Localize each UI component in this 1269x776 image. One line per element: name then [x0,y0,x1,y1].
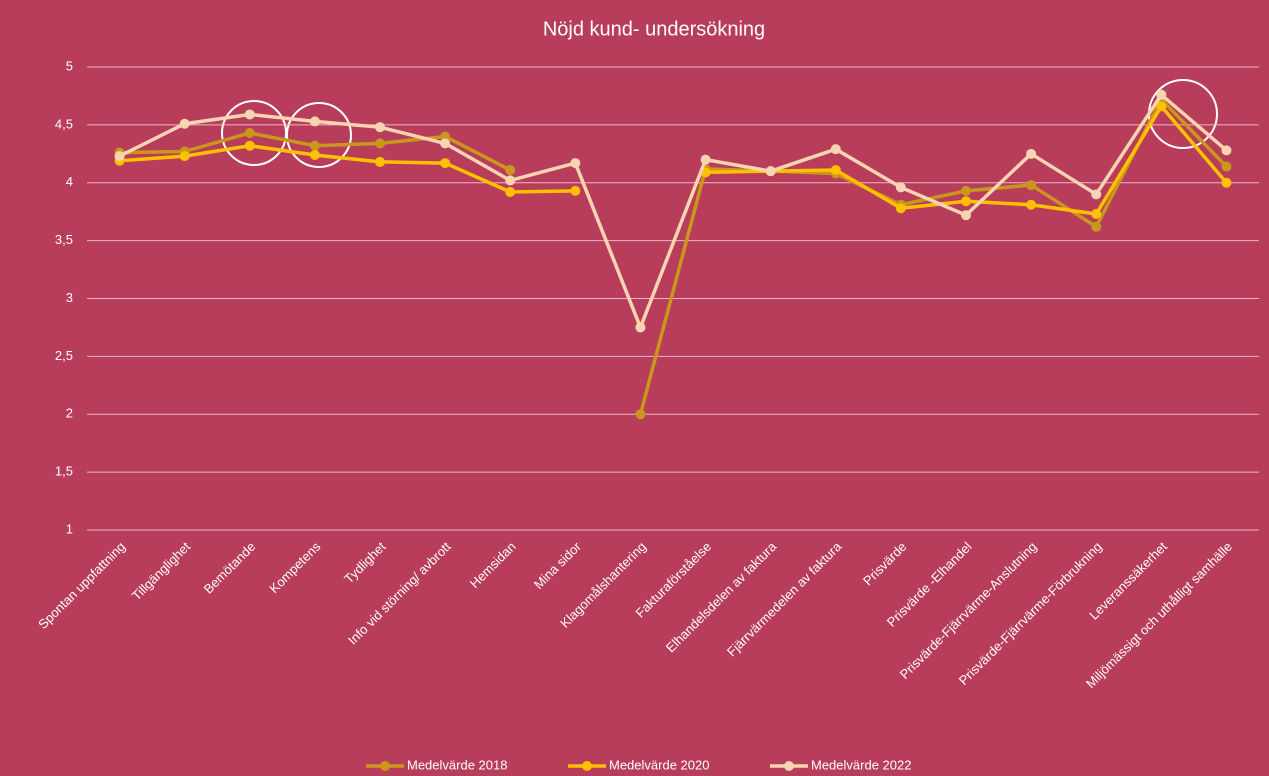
highlight-circle [286,102,352,168]
y-tick-label: 5 [66,58,73,73]
data-point [635,409,646,420]
y-tick-label: 4 [66,174,73,189]
data-point [1221,145,1232,156]
data-point [179,151,190,162]
data-point [309,116,320,127]
data-point [570,185,581,196]
x-tick-label: Tydlighet [341,539,389,587]
data-point [244,109,255,120]
data-point [505,165,516,176]
data-point [505,187,516,198]
data-point [1221,161,1232,172]
data-point [1026,199,1037,210]
data-point [1026,148,1037,159]
y-tick-label: 4,5 [55,116,73,131]
data-point [1221,177,1232,188]
data-point [375,122,385,133]
x-tick-label: Mina sidor [531,538,584,591]
data-point [244,140,255,151]
y-tick-label: 2,5 [55,348,73,363]
y-tick-label: 3,5 [55,232,73,247]
data-point [244,127,255,138]
data-point [700,154,711,165]
data-point [961,210,971,221]
series-line [119,97,1228,415]
data-point [765,166,776,177]
data-point [570,158,581,169]
data-point [309,149,320,160]
y-tick-label: 1 [66,521,73,536]
x-tick-label: Hemsidan [467,539,519,591]
data-point [440,158,451,169]
data-point [179,118,190,129]
legend-marker [582,761,592,771]
data-point [1091,189,1102,200]
data-point [375,138,385,149]
data-point [635,322,646,333]
y-tick-label: 2 [66,406,73,421]
data-point [309,140,320,151]
legend-label: Medelvärde 2020 [609,757,709,772]
x-tick-label: Tillgänglighet [129,539,194,604]
data-point [1091,209,1102,220]
x-tick-label: Elhandelsdelen av faktura [663,538,780,655]
series-line [119,104,1228,216]
data-point [895,203,906,214]
data-point [961,196,971,207]
x-tick-label: Spontan uppfattning [35,539,128,632]
data-point [440,131,451,142]
x-tick-label: Fjärrvärmedelen av faktura [724,538,845,659]
x-tick-label: Bemötande [201,539,259,597]
data-point [375,156,385,167]
x-tick-label: Prisvärde-Fjärrvärme-Förbrukning [956,539,1105,688]
data-point [961,185,971,196]
legend-marker [380,761,390,771]
series-line [118,93,1228,330]
legend-label: Medelvärde 2018 [407,757,507,772]
y-tick-label: 1,5 [55,464,73,479]
data-point [830,144,841,155]
x-tick-label: Prisvärde-Fjärrvärme-Anslutning [897,539,1040,682]
legend-label: Medelvärde 2022 [811,757,911,772]
x-tick-label: Miljömässigt och uthålligt samhälle [1083,539,1235,691]
highlight-circle [221,100,287,166]
y-tick-label: 3 [66,290,73,305]
legend-marker [784,761,794,771]
data-point [1026,180,1037,191]
x-tick-label: Prisvärde [860,539,909,588]
chart-title: Nöjd kund- undersökning [543,18,765,40]
data-point [895,182,906,193]
x-tick-label: Kompetens [266,539,323,596]
data-point [114,151,125,162]
data-point [1156,89,1167,100]
data-point [1156,101,1167,112]
data-point [1091,221,1102,232]
data-point [505,175,516,186]
data-point [440,138,451,149]
data-point [830,165,841,176]
